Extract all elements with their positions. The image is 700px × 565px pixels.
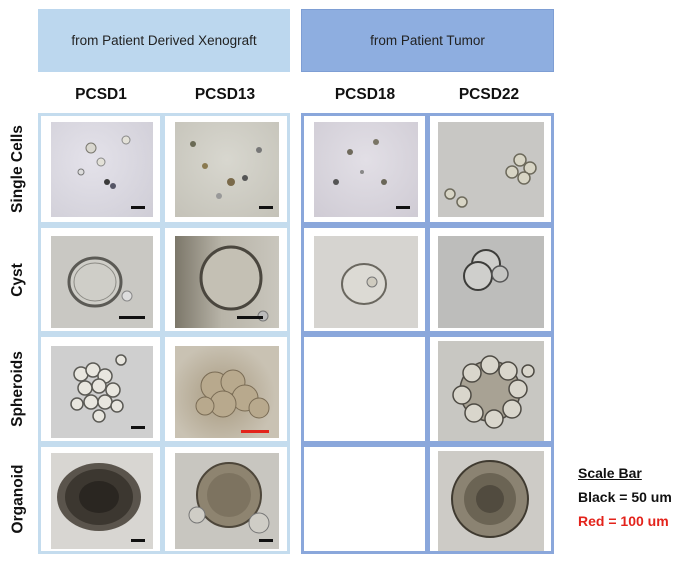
spheroid-drawing	[452, 355, 535, 429]
micrograph-pcsd22-cyst	[438, 236, 544, 328]
scale-bar-black	[131, 206, 145, 209]
micrograph-pcsd1-organoid	[51, 453, 153, 549]
row-header-organoid: Organoid	[9, 464, 27, 533]
spheroid-drawing	[195, 369, 270, 433]
micrograph-pcsd13-organoid	[175, 453, 279, 549]
xenograft-group-banner: from Patient Derived Xenograft	[38, 9, 290, 72]
cells-drawing	[444, 153, 537, 208]
micrograph-pcsd18-single-cells	[314, 122, 418, 217]
micrograph-pcsd13-spheroids	[175, 346, 279, 438]
column-header-pcsd22: PCSD22	[458, 86, 520, 103]
tumor-group-label: from Patient Tumor	[370, 33, 485, 48]
cells-drawing	[333, 139, 410, 209]
cells-drawing	[77, 135, 145, 209]
micrograph-pcsd1-cyst	[51, 236, 153, 328]
micrograph-pcsd1-single-cells	[51, 122, 153, 217]
cyst-drawing	[341, 263, 387, 305]
cell-pcsd1-spheroids	[38, 334, 163, 444]
xenograft-group-label: from Patient Derived Xenograft	[71, 33, 257, 48]
tumor-group-banner: from Patient Tumor	[301, 9, 554, 72]
cell-pcsd1-single-cells	[38, 113, 163, 225]
row-header-cyst: Cyst	[8, 262, 26, 297]
column-header-pcsd13: PCSD13	[194, 86, 256, 103]
micrograph-pcsd13-single-cells	[175, 122, 279, 217]
cell-pcsd13-organoid	[162, 444, 290, 554]
cyst-drawing	[463, 249, 509, 291]
cell-pcsd1-cyst	[38, 225, 163, 334]
spheroid-drawing	[70, 354, 145, 429]
cell-pcsd18-single-cells	[301, 113, 428, 225]
scale-bar-black	[396, 206, 410, 209]
micrograph-pcsd22-organoid	[438, 451, 544, 551]
row-header-spheroids: Spheroids	[9, 351, 27, 427]
micrograph-pcsd13-cyst	[175, 236, 279, 328]
micrograph-pcsd22-single-cells	[438, 122, 544, 217]
cell-pcsd22-cyst	[427, 225, 554, 334]
cyst-drawing	[67, 256, 145, 319]
cell-pcsd18-spheroids-empty	[301, 334, 428, 444]
cell-pcsd13-single-cells	[162, 113, 290, 225]
column-header-pcsd1: PCSD1	[75, 86, 127, 103]
scale-bar-legend-black: Black = 50 um	[578, 489, 672, 505]
cell-pcsd1-organoid	[38, 444, 163, 554]
cell-pcsd22-single-cells	[427, 113, 554, 225]
organoid-drawing	[57, 463, 145, 542]
cell-pcsd18-cyst	[301, 225, 428, 334]
organoid-drawing	[188, 462, 273, 542]
scale-bar-red	[241, 430, 269, 433]
scale-bar-black	[259, 206, 273, 209]
cells-drawing	[190, 141, 273, 209]
cell-pcsd13-spheroids	[162, 334, 290, 444]
scale-bar-black	[131, 426, 145, 429]
row-header-single-cells: Single Cells	[9, 125, 26, 213]
scale-bar-black	[237, 316, 263, 319]
cell-pcsd18-organoid-empty	[301, 444, 428, 554]
scale-bar-legend-red: Red = 100 um	[578, 513, 669, 529]
cyst-drawing	[199, 245, 269, 322]
organoid-drawing	[451, 460, 529, 538]
cell-pcsd13-cyst	[162, 225, 290, 334]
micrograph-pcsd18-cyst	[314, 236, 418, 328]
micrograph-pcsd1-spheroids	[51, 346, 153, 438]
scale-bar-legend-title: Scale Bar	[578, 465, 642, 481]
scale-bar-black	[131, 539, 145, 542]
scale-bar-black	[259, 539, 273, 542]
cell-pcsd22-spheroids	[427, 334, 554, 444]
cell-pcsd22-organoid	[427, 444, 554, 554]
scale-bar-black	[119, 316, 145, 319]
micrograph-pcsd22-spheroids	[438, 341, 544, 441]
column-header-pcsd18: PCSD18	[334, 86, 396, 103]
